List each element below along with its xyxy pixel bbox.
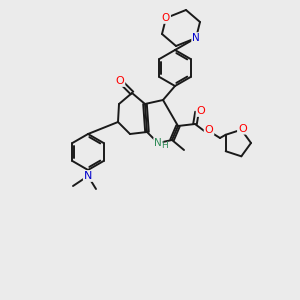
Text: H: H [162,140,168,149]
Text: N: N [192,33,200,43]
Text: N: N [84,171,92,181]
Text: O: O [238,124,247,134]
Text: O: O [196,106,206,116]
Text: O: O [162,13,170,23]
Text: N: N [154,138,162,148]
Text: O: O [205,125,213,135]
Text: O: O [116,76,124,86]
